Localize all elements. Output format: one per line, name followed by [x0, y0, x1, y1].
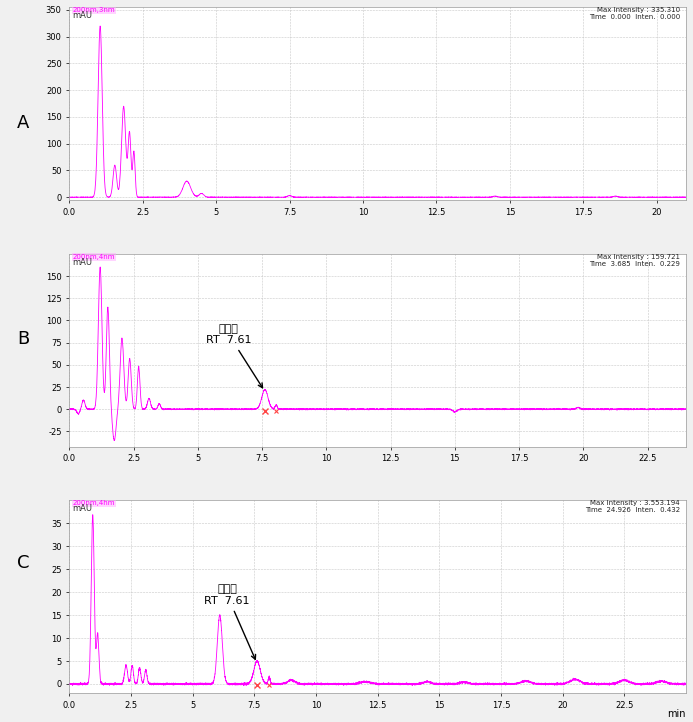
- Text: Max Intensity : 159.721
Time  3.685  Inten.  0.229: Max Intensity : 159.721 Time 3.685 Inten…: [589, 254, 680, 267]
- Text: 200nm,4hm: 200nm,4hm: [72, 500, 115, 506]
- Text: 200nm,3nm: 200nm,3nm: [72, 7, 115, 13]
- Text: mAU: mAU: [72, 258, 92, 266]
- Text: Max Intensity : 3.553.194
Time  24.926  Inten.  0.432: Max Intensity : 3.553.194 Time 24.926 In…: [585, 500, 680, 513]
- Text: mAU: mAU: [72, 11, 92, 20]
- Text: A: A: [17, 114, 30, 131]
- Text: 솔라닌
RT  7.61: 솔라닌 RT 7.61: [204, 584, 256, 659]
- Text: 200nm,4nm: 200nm,4nm: [72, 254, 115, 260]
- Text: min: min: [667, 708, 686, 718]
- Text: mAU: mAU: [72, 504, 92, 513]
- Text: B: B: [17, 331, 30, 348]
- Text: 솔라닌
RT  7.61: 솔라닌 RT 7.61: [206, 323, 263, 388]
- Text: Max Intensity : 335.310
Time  0.000  Inten.  0.000: Max Intensity : 335.310 Time 0.000 Inten…: [588, 7, 680, 20]
- Text: C: C: [17, 554, 30, 572]
